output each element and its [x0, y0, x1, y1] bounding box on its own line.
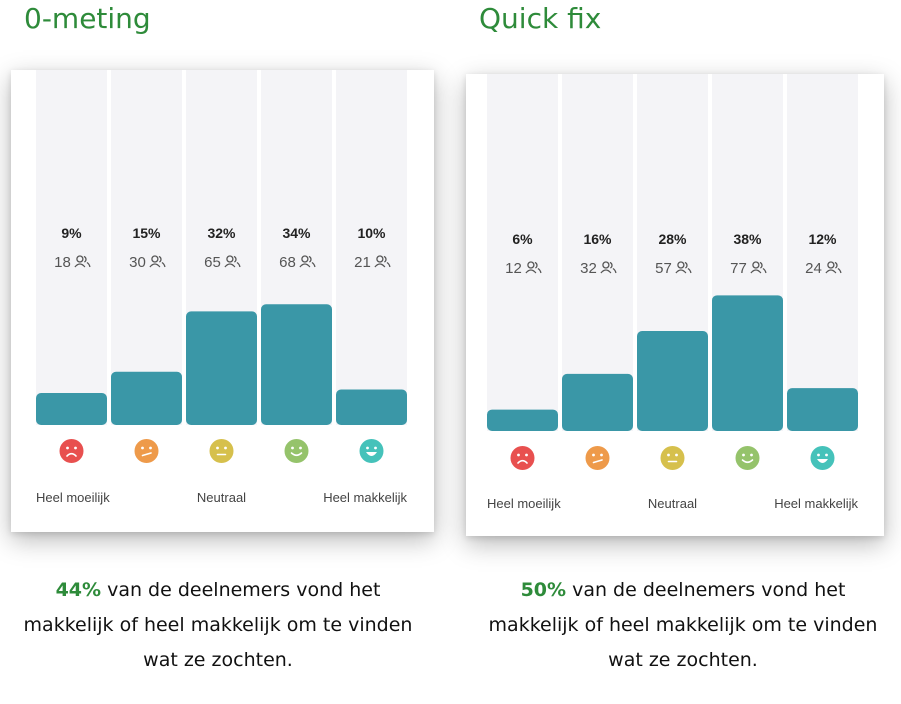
people-icon	[224, 255, 241, 268]
sad-face-icon	[134, 439, 159, 463]
scale-label-middle: Neutraal	[648, 496, 697, 511]
chart-title-quick-fix: Quick fix	[479, 2, 602, 35]
happy-face-icon	[735, 446, 760, 470]
people-icon	[74, 255, 91, 268]
bar	[111, 371, 182, 425]
happy-face-icon	[284, 439, 309, 463]
percentage-label: 38%	[733, 231, 762, 247]
chart-card-quick-fix: 6% 12 16% 32 28% 57 38% 77 12% 24 Heel moeilijk Neu…	[466, 74, 884, 536]
participant-count: 68	[279, 254, 296, 271]
bar	[336, 389, 407, 425]
percentage-label: 12%	[808, 231, 837, 247]
percentage-label: 10%	[357, 225, 386, 241]
participant-count: 32	[580, 260, 597, 277]
participant-count: 65	[204, 254, 221, 271]
summary-0-meting: 44% van de deelnemers vond het makkelijk…	[8, 573, 428, 678]
very-sad-face-icon	[510, 446, 535, 470]
bar	[36, 393, 107, 425]
people-icon	[750, 261, 767, 274]
summary-text: van de deelnemers vond het makkelijk of …	[488, 579, 878, 671]
percentage-label: 32%	[207, 225, 236, 241]
bar	[261, 304, 332, 425]
summary-percentage: 50%	[520, 579, 567, 601]
participant-count: 18	[54, 254, 71, 271]
percentage-label: 28%	[658, 231, 687, 247]
scale-label-middle: Neutraal	[197, 490, 246, 505]
chart-title-0-meting: 0-meting	[24, 2, 151, 35]
bar-column-background	[111, 70, 182, 425]
participant-count: 24	[805, 260, 822, 277]
participant-count: 21	[354, 254, 371, 271]
participant-count: 77	[730, 260, 747, 277]
people-icon	[299, 255, 316, 268]
bar-chart-0-meting: 9% 18 15% 30 32% 65 34% 68 10% 21 Heel moeilijk Neu…	[36, 70, 407, 505]
scale-label-left: Heel moeilijk	[36, 490, 110, 505]
bar	[487, 409, 558, 431]
summary-quick-fix: 50% van de deelnemers vond het makkelijk…	[473, 573, 893, 678]
very-happy-face-icon	[810, 446, 835, 470]
percentage-label: 9%	[61, 225, 82, 241]
scale-label-right: Heel makkelijk	[774, 496, 858, 511]
bar	[712, 295, 783, 431]
bar-column-background	[562, 74, 633, 431]
bar	[787, 388, 858, 431]
people-icon	[149, 255, 166, 268]
bar-column-background	[336, 70, 407, 425]
neutral-face-icon	[660, 446, 685, 470]
chart-card-0-meting: 9% 18 15% 30 32% 65 34% 68 10% 21 Heel moeilijk Neu…	[11, 70, 434, 532]
bar-chart-quick-fix: 6% 12 16% 32 28% 57 38% 77 12% 24 Heel moeilijk Neu…	[487, 74, 858, 511]
bar	[186, 311, 257, 425]
people-icon	[675, 261, 692, 274]
percentage-label: 34%	[282, 225, 311, 241]
summary-text: van de deelnemers vond het makkelijk of …	[23, 579, 413, 671]
bar	[637, 331, 708, 431]
bar-column-background	[487, 74, 558, 431]
bar-column-background	[787, 74, 858, 431]
percentage-label: 16%	[583, 231, 612, 247]
very-happy-face-icon	[359, 439, 384, 463]
participant-count: 12	[505, 260, 522, 277]
sad-face-icon	[585, 446, 610, 470]
people-icon	[825, 261, 842, 274]
scale-label-left: Heel moeilijk	[487, 496, 561, 511]
percentage-label: 15%	[132, 225, 161, 241]
people-icon	[525, 261, 542, 274]
participant-count: 57	[655, 260, 672, 277]
very-sad-face-icon	[59, 439, 84, 463]
people-icon	[374, 255, 391, 268]
participant-count: 30	[129, 254, 146, 271]
neutral-face-icon	[209, 439, 234, 463]
bar-column-background	[36, 70, 107, 425]
percentage-label: 6%	[512, 231, 533, 247]
scale-label-right: Heel makkelijk	[323, 490, 407, 505]
summary-percentage: 44%	[55, 579, 102, 601]
bar	[562, 373, 633, 431]
people-icon	[600, 261, 617, 274]
